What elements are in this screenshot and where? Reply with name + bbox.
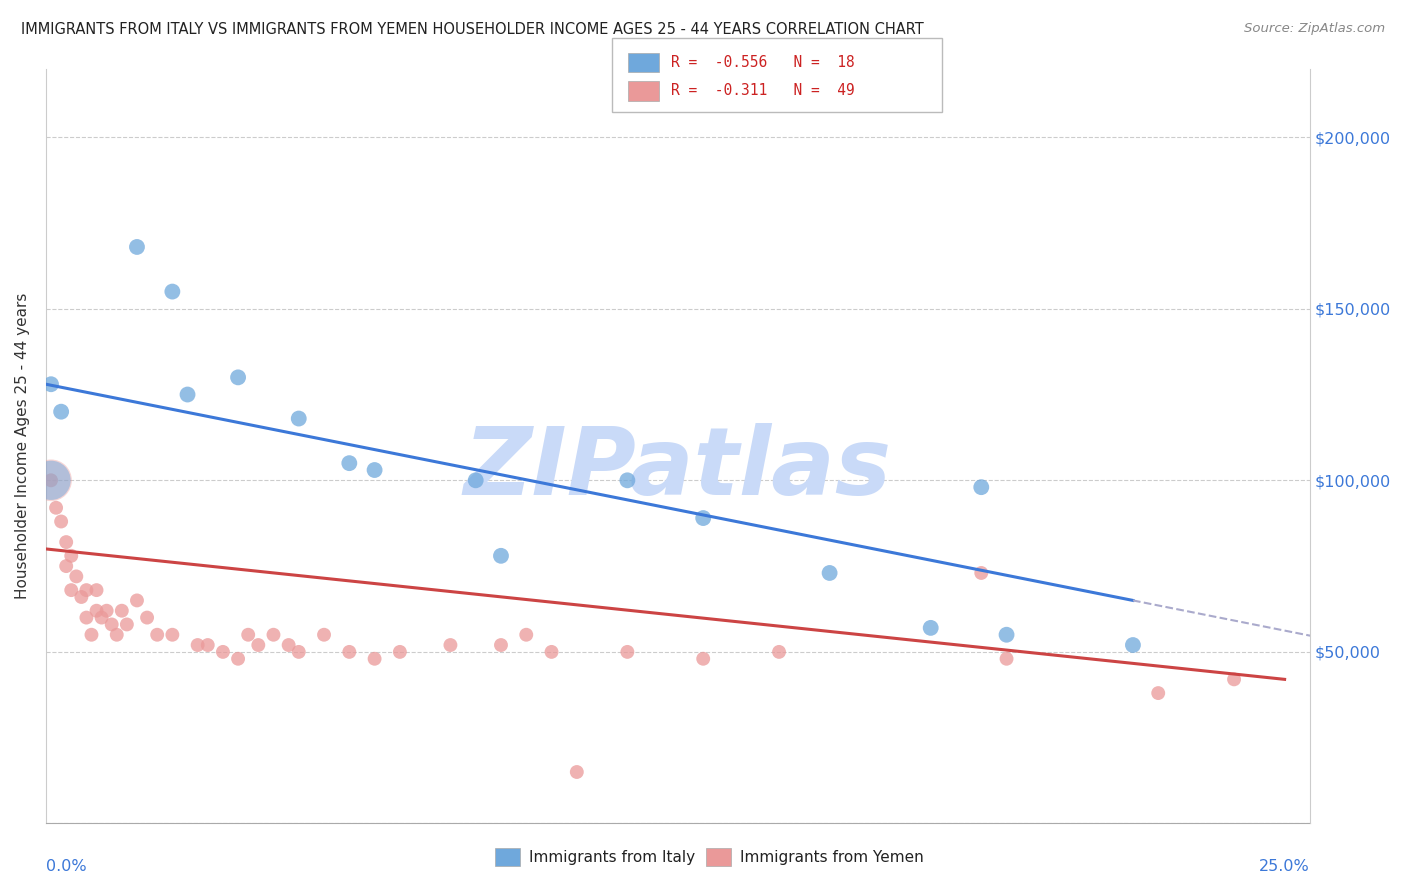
Point <box>162 628 184 642</box>
Point <box>818 566 841 580</box>
Point <box>197 638 219 652</box>
Point <box>39 377 62 392</box>
Text: 0.0%: 0.0% <box>46 859 87 874</box>
Point <box>692 652 714 666</box>
Point <box>1122 638 1144 652</box>
Point <box>55 535 77 549</box>
Point <box>312 628 335 642</box>
Point <box>277 638 299 652</box>
Point <box>489 638 512 652</box>
Point <box>60 583 83 598</box>
Point <box>337 456 360 470</box>
Point <box>616 645 638 659</box>
Point <box>70 590 93 604</box>
Point <box>212 645 235 659</box>
Point <box>287 411 309 425</box>
Point <box>125 593 148 607</box>
Point <box>176 387 198 401</box>
Point <box>105 628 128 642</box>
Point <box>995 628 1018 642</box>
Text: Immigrants from Yemen: Immigrants from Yemen <box>740 850 924 865</box>
Point <box>692 511 714 525</box>
Point <box>39 473 62 487</box>
Point <box>439 638 461 652</box>
Text: ZIPatlas: ZIPatlas <box>464 423 891 515</box>
Point <box>363 463 385 477</box>
Point <box>337 645 360 659</box>
Point <box>616 473 638 487</box>
Point <box>970 566 993 580</box>
Point <box>60 549 83 563</box>
Point <box>565 764 588 779</box>
Point <box>226 370 249 384</box>
Point <box>187 638 209 652</box>
Point <box>238 628 260 642</box>
Point <box>125 240 148 254</box>
Point <box>55 559 77 574</box>
Text: R =  -0.556   N =  18: R = -0.556 N = 18 <box>671 55 855 70</box>
Point <box>226 652 249 666</box>
Text: R =  -0.311   N =  49: R = -0.311 N = 49 <box>671 84 855 98</box>
Y-axis label: Householder Income Ages 25 - 44 years: Householder Income Ages 25 - 44 years <box>15 293 30 599</box>
Point <box>96 604 118 618</box>
Point <box>49 515 72 529</box>
Point <box>263 628 285 642</box>
Point <box>146 628 169 642</box>
Point <box>80 628 103 642</box>
Point <box>45 500 67 515</box>
Point <box>136 610 159 624</box>
Point <box>90 610 112 624</box>
Point <box>39 473 62 487</box>
Point <box>1147 686 1170 700</box>
Point <box>388 645 411 659</box>
Point <box>540 645 562 659</box>
Point <box>287 645 309 659</box>
Point <box>995 652 1018 666</box>
Point <box>1223 673 1246 687</box>
Point <box>920 621 942 635</box>
Point <box>768 645 790 659</box>
Text: IMMIGRANTS FROM ITALY VS IMMIGRANTS FROM YEMEN HOUSEHOLDER INCOME AGES 25 - 44 Y: IMMIGRANTS FROM ITALY VS IMMIGRANTS FROM… <box>21 22 924 37</box>
Point <box>363 652 385 666</box>
Text: Source: ZipAtlas.com: Source: ZipAtlas.com <box>1244 22 1385 36</box>
Point <box>115 617 138 632</box>
Text: 25.0%: 25.0% <box>1260 859 1310 874</box>
Point <box>247 638 270 652</box>
Point <box>86 604 108 618</box>
Point <box>86 583 108 598</box>
Point <box>111 604 134 618</box>
Point <box>75 583 97 598</box>
Text: Immigrants from Italy: Immigrants from Italy <box>529 850 695 865</box>
Point <box>65 569 87 583</box>
Point <box>464 473 486 487</box>
Point <box>100 617 122 632</box>
Point <box>75 610 97 624</box>
Point <box>489 549 512 563</box>
Point <box>162 285 184 299</box>
Point <box>970 480 993 494</box>
Point <box>39 473 62 487</box>
Point <box>515 628 537 642</box>
Point <box>49 405 72 419</box>
